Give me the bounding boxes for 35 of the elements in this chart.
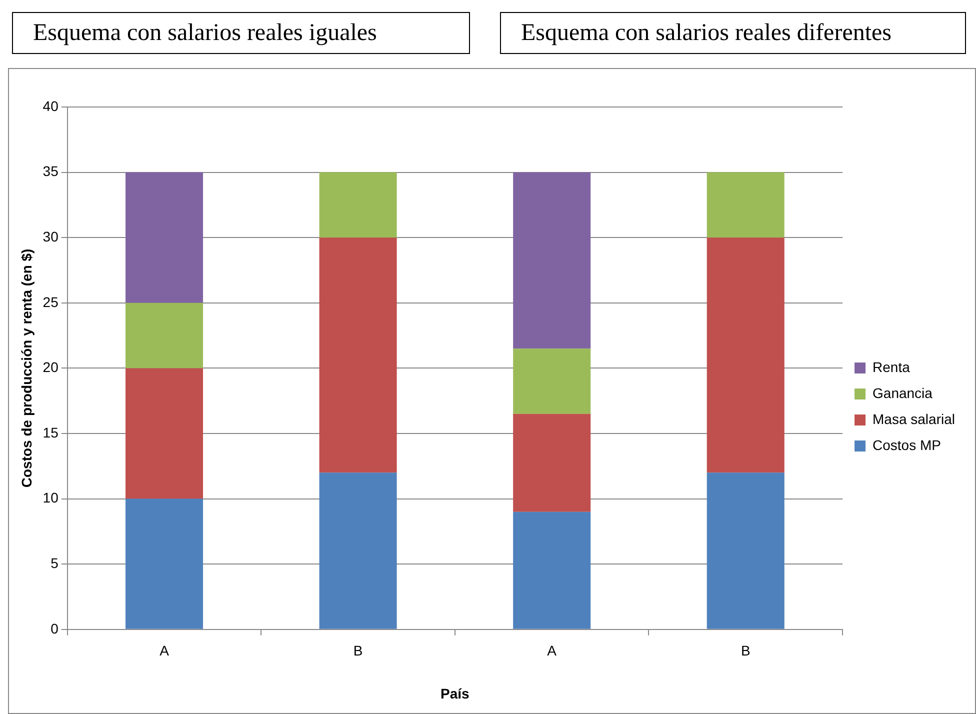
x-tick-label: A (547, 642, 558, 659)
bar (706, 238, 784, 473)
text: Esquema con salarios reales diferentes (500, 12, 966, 54)
y-tick-label: 40 (42, 98, 59, 114)
legend-label: Renta (872, 358, 910, 375)
bar (513, 172, 591, 349)
y-tick-label: 35 (42, 163, 59, 180)
bar (513, 348, 591, 414)
y-tick-label: 25 (42, 294, 59, 310)
legend-label: Costos MP (872, 436, 941, 453)
bar (513, 512, 591, 629)
y-tick-label: 10 (42, 490, 59, 506)
y-tick-label: 15 (42, 424, 59, 440)
bar (126, 498, 204, 629)
text: Esquema con salarios reales iguales (12, 12, 470, 54)
x-tick-label: B (740, 642, 750, 659)
bar (126, 302, 204, 368)
y-tick-label: 20 (42, 359, 59, 376)
x-tick-label: A (160, 642, 170, 659)
legend-label: Masa salarial (872, 410, 956, 427)
bar (706, 172, 784, 238)
legend-label: Ganancia (872, 384, 933, 401)
y-axis-title: Costos de producción y renta (en $) (18, 248, 34, 488)
bar (319, 472, 397, 629)
x-tick-label: B (353, 642, 363, 659)
y-tick-label: 5 (50, 554, 59, 571)
bar (706, 472, 784, 629)
bar (513, 414, 591, 512)
bar (319, 172, 397, 238)
y-tick-label: 0 (50, 620, 59, 636)
x-axis-title: País (440, 685, 470, 702)
y-tick-label: 30 (42, 228, 59, 244)
bar (126, 172, 204, 303)
bar (126, 368, 204, 499)
bar (319, 238, 397, 473)
